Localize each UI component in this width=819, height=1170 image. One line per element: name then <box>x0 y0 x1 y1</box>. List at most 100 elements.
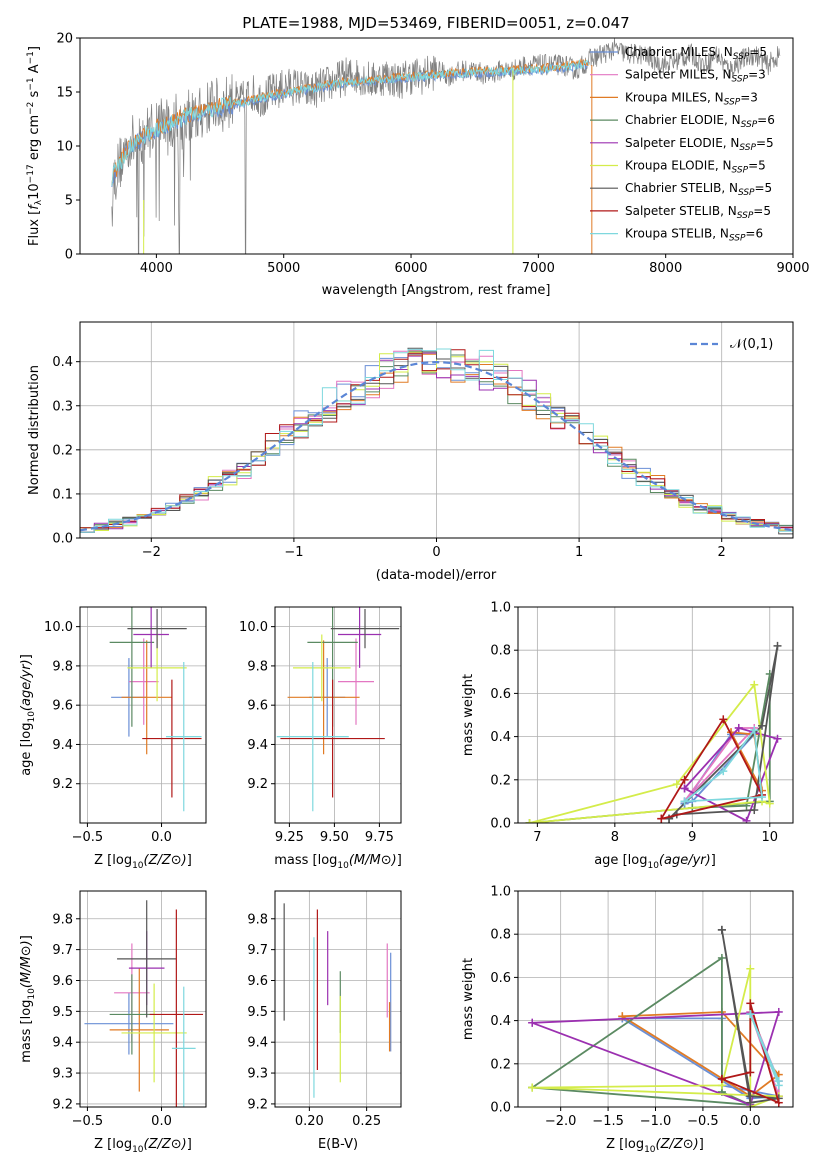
legend-label-count: =3 <box>748 68 766 82</box>
weight-point-marker <box>680 784 689 793</box>
data-point <box>171 986 196 1107</box>
data-point <box>133 607 169 668</box>
y-axis-label-part: ] <box>19 935 34 940</box>
y-axis-label: age [log10(age/yr)] <box>19 654 37 776</box>
legend-label-count: =6 <box>745 227 763 241</box>
x-axis-label-part: (age/yr) <box>659 853 711 868</box>
y-tick-label: 0.2 <box>490 1057 511 1072</box>
x-axis-label-part: (Z/Z⊙) <box>144 853 187 868</box>
mass-vs-ebv-panel: 0.20 0.25 9.2 9.3 9.4 9.5 9.6 9.7 9.8 E(B-V) <box>247 890 402 1152</box>
y-tick-label: 9.6 <box>247 699 268 714</box>
x-tick-label: 9 <box>688 830 696 845</box>
weight-point-marker <box>774 1077 783 1086</box>
x-axis-label-part: ] <box>187 853 192 868</box>
legend-label: Chabrier STELIB, NSSP=5 <box>625 181 772 198</box>
x-tick-label: 5000 <box>267 261 300 276</box>
x-tick-label: 0.20 <box>295 1114 324 1129</box>
legend-label-subscript: SSP <box>733 52 750 62</box>
y-axis-label-part: age [log <box>19 723 34 776</box>
x-axis-label: Z [log10(Z/Z⊙)] <box>94 1137 192 1155</box>
histogram-series <box>80 349 793 529</box>
weight-point-marker <box>525 819 534 823</box>
y-axis-label-part: ] <box>27 46 42 51</box>
y-axis-label: mass weight <box>461 674 476 756</box>
y-axis-label-part: (M/M⊙) <box>19 940 34 988</box>
weight-series-line <box>531 956 751 1106</box>
weight-series-line <box>683 727 757 803</box>
error-bars <box>276 607 400 812</box>
data-point <box>165 661 202 812</box>
y-tick-label: 0.8 <box>490 928 511 943</box>
data-point <box>338 638 374 725</box>
y-tick-label: 0.1 <box>52 487 73 502</box>
weight-point-marker <box>774 1007 783 1016</box>
legend-label-count: =5 <box>753 204 771 218</box>
y-tick-label: 0.0 <box>52 532 73 547</box>
x-axis-label-part: (Z/Z⊙) <box>656 1137 699 1152</box>
y-tick-label: 9.5 <box>52 1005 73 1020</box>
residual-histogram-panel: −2 −1 0 1 2 0.0 0.1 0.2 0.3 0.4 𝒩(0,1) (data-model)… <box>27 321 794 583</box>
y-tick-label: 0.2 <box>490 773 511 788</box>
weight-point-marker <box>680 797 689 806</box>
error-bars <box>109 607 202 812</box>
data-point <box>109 968 169 1092</box>
y-tick-label: 15 <box>56 86 73 101</box>
x-axis-label-part: Z [log <box>94 1137 132 1152</box>
weight-point-marker <box>746 1068 755 1077</box>
data-point <box>127 608 187 649</box>
data-point <box>121 640 172 755</box>
y-tick-label: 5 <box>65 194 73 209</box>
axes-frame <box>517 890 794 1108</box>
x-axis-label: wavelength [Angstrom, rest frame] <box>322 283 551 298</box>
y-tick-label: 0.4 <box>490 730 511 745</box>
y-tick-label: 9.8 <box>247 659 268 674</box>
y-tick-label: 0.0 <box>490 817 511 832</box>
legend-label-text: Kroupa MILES, N <box>625 90 724 104</box>
y-axis-label-part: 10 <box>27 988 37 1000</box>
x-axis-label-part: mass [log <box>274 853 337 868</box>
mass-weight-vs-metallicity-panel: −2.0 −1.5 −1.0 −0.5 0.0 0.0 0.2 0.4 0.6 0.8 1.0 Z [… <box>461 885 794 1155</box>
x-axis-label-part: 10 <box>337 861 349 871</box>
y-axis-label-part: 10 <box>27 711 37 723</box>
model-spectrum-line <box>111 59 590 186</box>
weight-point-marker <box>528 1083 537 1092</box>
x-axis-label: E(B-V) <box>318 1137 358 1152</box>
x-tick-label: −2.0 <box>545 1114 577 1129</box>
weight-point-marker <box>719 767 728 776</box>
y-axis-label: mass [log10(M/M⊙)] <box>19 935 37 1063</box>
weight-point-marker <box>657 814 666 823</box>
legend-label-text: Kroupa ELODIE, N <box>625 159 732 173</box>
x-tick-label: −1 <box>284 545 303 560</box>
weight-point-marker <box>750 680 759 689</box>
y-tick-label: 9.2 <box>247 1097 268 1112</box>
x-tick-label: −1.5 <box>592 1114 624 1129</box>
weight-series-line <box>531 1011 781 1106</box>
x-tick-label: 6000 <box>394 261 427 276</box>
axes-frame <box>274 606 402 824</box>
weight-point-marker <box>773 641 782 650</box>
y-axis-label-part: λ <box>34 199 44 205</box>
y-axis-label-part: −2 <box>26 102 36 115</box>
data-point <box>117 900 177 1018</box>
weight-point-marker <box>750 726 759 735</box>
x-axis-label-part: Z [log <box>606 1137 644 1152</box>
legend-label-count: =5 <box>755 181 773 195</box>
legend-label: Salpeter MILES, NSSP=3 <box>625 68 766 85</box>
legend-label-text: Salpeter MILES, N <box>625 68 732 82</box>
y-axis-label-part: ] <box>19 654 34 659</box>
y-axis-label: Normed distribution <box>27 365 42 495</box>
axes-frame <box>79 321 794 539</box>
x-axis-label-part: (M/M⊙) <box>349 853 397 868</box>
x-axis-label-part: 10 <box>132 861 144 871</box>
weight-point-marker <box>717 925 726 934</box>
y-tick-label: 9.4 <box>247 738 268 753</box>
y-tick-label: 0.6 <box>490 687 511 702</box>
legend-label-subscript: SSP <box>739 143 756 153</box>
weight-point-marker <box>717 1074 726 1083</box>
legend-label-count: =3 <box>740 90 758 104</box>
y-tick-label: 9.2 <box>52 1097 73 1112</box>
weight-point-marker <box>742 816 751 823</box>
y-axis-label-part: (age/yr) <box>19 659 34 711</box>
y-tick-label: 9.4 <box>52 1036 73 1051</box>
age-vs-mass-panel: 9.25 9.50 9.75 9.2 9.4 9.6 9.8 10.0 mass [log10(… <box>239 606 402 871</box>
